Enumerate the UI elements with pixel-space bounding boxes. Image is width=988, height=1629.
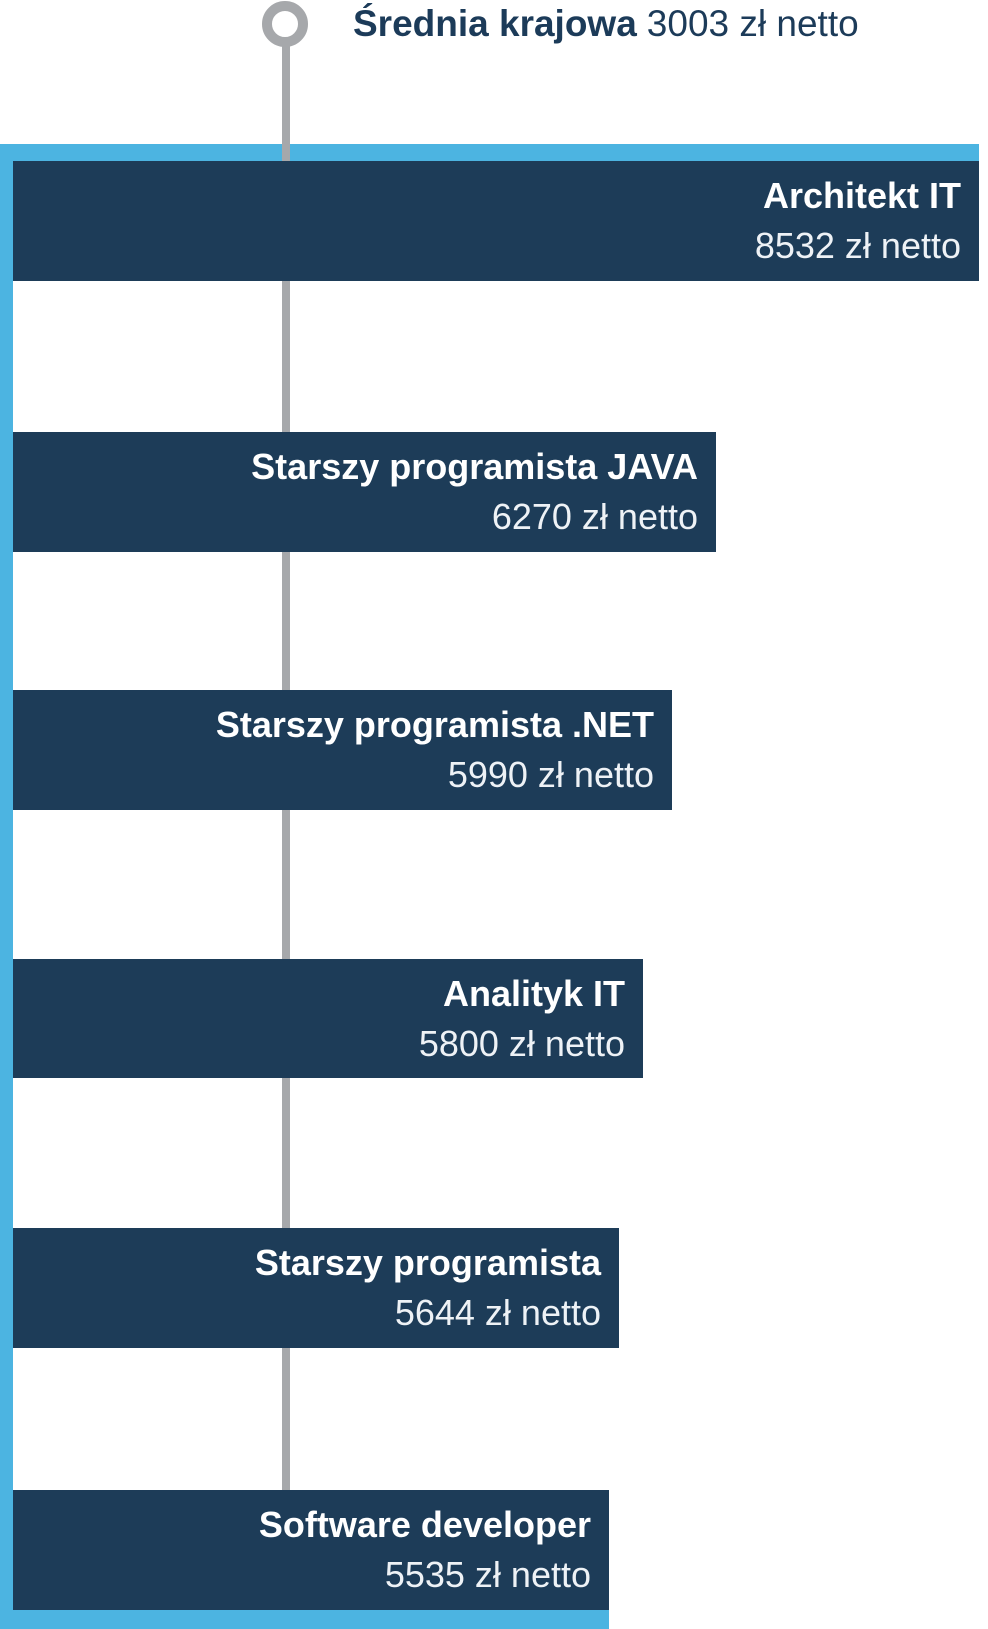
bar-starszy-programista-net: Starszy programista .NET 5990 zł netto <box>13 690 672 810</box>
bar-starszy-programista-java: Starszy programista JAVA 6270 zł netto <box>13 432 716 552</box>
bar-value: 6270 zł netto <box>491 496 698 537</box>
top-accent-stripe <box>0 144 979 161</box>
bar-title: Analityk IT <box>442 972 625 1014</box>
bar-starszy-programista: Starszy programista 5644 zł netto <box>13 1228 619 1348</box>
bar-value: 5990 zł netto <box>447 754 654 795</box>
bar-value: 8532 zł netto <box>754 225 961 266</box>
average-salary-label-name: Średnia krajowa <box>353 3 637 44</box>
bar-title: Starszy programista <box>254 1242 601 1283</box>
average-marker-ring-icon <box>262 1 308 47</box>
bar-analityk-it: Analityk IT 5800 zł netto <box>13 959 643 1078</box>
bar-architekt-it: Architekt IT 8532 zł netto <box>13 161 979 281</box>
bar-title: Starszy programista .NET <box>215 704 654 745</box>
bar-title: Architekt IT <box>762 175 961 216</box>
bar-value: 5535 zł netto <box>384 1554 591 1595</box>
left-accent-stripe <box>0 144 13 1629</box>
average-salary-label: Średnia krajowa 3003 zł netto <box>353 0 859 48</box>
bar-software-developer: Software developer 5535 zł netto <box>13 1490 609 1610</box>
average-salary-label-value: 3003 zł netto <box>646 3 859 44</box>
bar-title: Starszy programista JAVA <box>251 446 698 487</box>
bottom-accent-stripe <box>0 1610 609 1629</box>
bar-title: Software developer <box>258 1504 591 1545</box>
bar-value: 5644 zł netto <box>394 1292 601 1333</box>
bar-value: 5800 zł netto <box>418 1022 625 1064</box>
